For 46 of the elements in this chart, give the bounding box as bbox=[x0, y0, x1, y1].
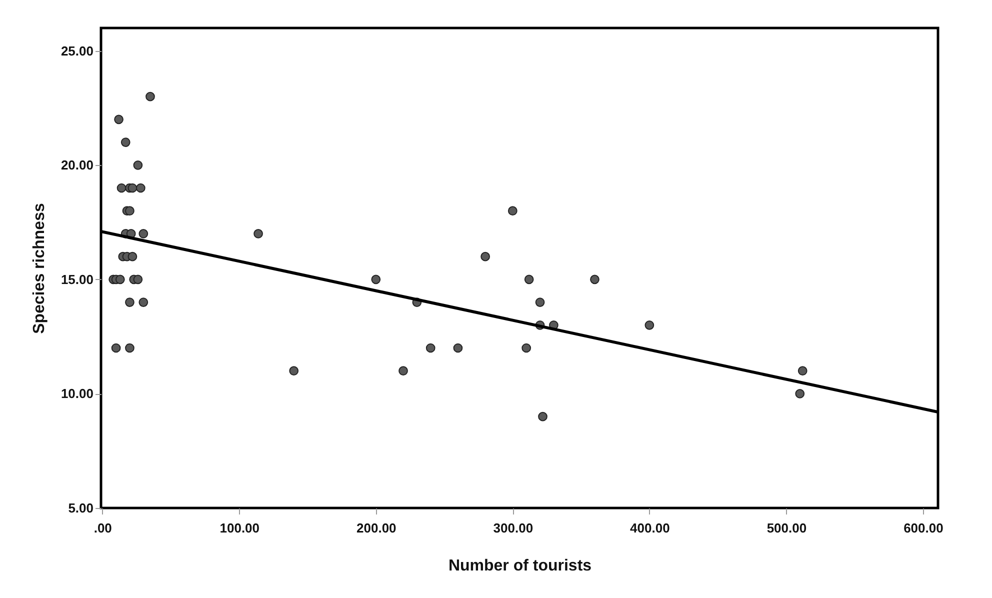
point bbox=[644, 320, 654, 330]
y-tick-label: 10.00 bbox=[60, 386, 94, 402]
point bbox=[538, 412, 548, 422]
point bbox=[453, 343, 463, 353]
point bbox=[535, 298, 545, 307]
point bbox=[138, 298, 148, 307]
point bbox=[128, 252, 138, 262]
y-tick-label: 20.00 bbox=[60, 158, 94, 173]
point bbox=[125, 343, 134, 353]
x-axis-title: Number of tourists bbox=[448, 558, 592, 574]
point bbox=[398, 366, 408, 376]
point bbox=[125, 206, 134, 216]
point bbox=[508, 206, 518, 216]
x-tick-label: .00 bbox=[94, 520, 112, 536]
point bbox=[522, 343, 532, 353]
point bbox=[116, 183, 126, 193]
y-axis-title: Species richness bbox=[30, 203, 48, 334]
point bbox=[371, 274, 381, 284]
point bbox=[798, 366, 808, 376]
x-tick-label: 300.00 bbox=[493, 520, 534, 536]
point bbox=[111, 343, 121, 353]
x-tick-label: 200.00 bbox=[356, 520, 396, 536]
point bbox=[136, 183, 146, 193]
point bbox=[120, 138, 130, 147]
x-tick-label: 100.00 bbox=[220, 520, 260, 536]
point bbox=[125, 298, 134, 307]
point bbox=[114, 114, 124, 124]
point bbox=[133, 160, 143, 170]
y-tick-label: 15.00 bbox=[60, 272, 94, 287]
x-tick-label: 600.00 bbox=[904, 520, 944, 536]
y-tick-label: 25.00 bbox=[60, 43, 94, 58]
point bbox=[128, 183, 138, 193]
point bbox=[590, 274, 600, 284]
point bbox=[524, 274, 534, 284]
y-tick-label: 5.00 bbox=[68, 500, 94, 516]
point bbox=[795, 389, 805, 398]
point bbox=[254, 229, 263, 238]
point bbox=[133, 274, 143, 284]
point bbox=[146, 92, 155, 102]
point bbox=[480, 252, 490, 262]
x-tick-label: 500.00 bbox=[766, 520, 807, 536]
point bbox=[426, 343, 436, 353]
point bbox=[289, 366, 299, 376]
x-tick-label: 400.00 bbox=[630, 520, 670, 536]
point bbox=[138, 229, 148, 238]
point bbox=[115, 274, 125, 284]
